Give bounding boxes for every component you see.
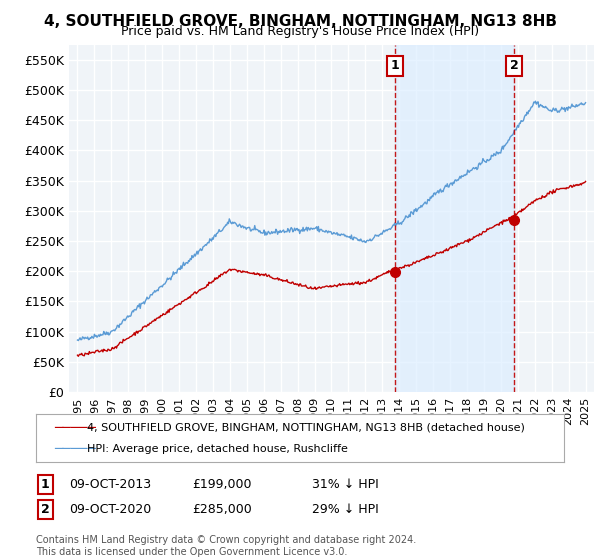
Text: 1: 1: [391, 59, 400, 72]
Text: HPI: Average price, detached house, Rushcliffe: HPI: Average price, detached house, Rush…: [87, 444, 348, 454]
Text: 2: 2: [41, 503, 49, 516]
Text: 2: 2: [509, 59, 518, 72]
Text: Contains HM Land Registry data © Crown copyright and database right 2024.
This d: Contains HM Land Registry data © Crown c…: [36, 535, 416, 557]
Text: 31% ↓ HPI: 31% ↓ HPI: [312, 478, 379, 491]
Text: £285,000: £285,000: [192, 503, 252, 516]
Text: £199,000: £199,000: [192, 478, 251, 491]
Text: Price paid vs. HM Land Registry's House Price Index (HPI): Price paid vs. HM Land Registry's House …: [121, 25, 479, 38]
Text: 09-OCT-2013: 09-OCT-2013: [69, 478, 151, 491]
Text: ─────: ─────: [54, 421, 96, 435]
Text: 09-OCT-2020: 09-OCT-2020: [69, 503, 151, 516]
Text: 1: 1: [41, 478, 49, 491]
Bar: [395, 45, 514, 392]
Text: 4, SOUTHFIELD GROVE, BINGHAM, NOTTINGHAM, NG13 8HB (detached house): 4, SOUTHFIELD GROVE, BINGHAM, NOTTINGHAM…: [87, 423, 525, 433]
Text: ─────: ─────: [54, 442, 96, 456]
Text: 4, SOUTHFIELD GROVE, BINGHAM, NOTTINGHAM, NG13 8HB: 4, SOUTHFIELD GROVE, BINGHAM, NOTTINGHAM…: [44, 14, 557, 29]
Text: 29% ↓ HPI: 29% ↓ HPI: [312, 503, 379, 516]
